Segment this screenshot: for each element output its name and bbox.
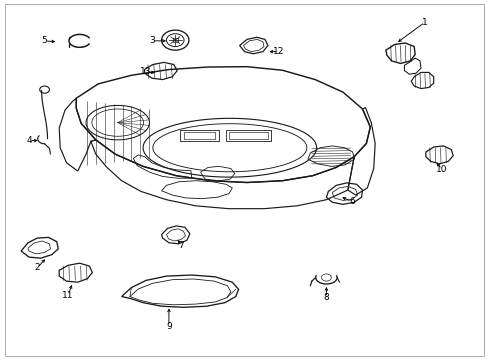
- Text: 10: 10: [435, 165, 447, 174]
- Text: 12: 12: [272, 47, 284, 56]
- Text: 9: 9: [166, 322, 171, 331]
- Text: 4: 4: [26, 136, 32, 145]
- Text: 2: 2: [34, 264, 40, 273]
- Text: 5: 5: [41, 36, 47, 45]
- Text: 3: 3: [149, 36, 154, 45]
- Text: 6: 6: [348, 197, 354, 206]
- Text: 7: 7: [178, 241, 183, 250]
- Text: 1: 1: [421, 18, 427, 27]
- Text: 8: 8: [323, 293, 328, 302]
- Text: 13: 13: [140, 67, 151, 76]
- Text: 11: 11: [62, 291, 74, 300]
